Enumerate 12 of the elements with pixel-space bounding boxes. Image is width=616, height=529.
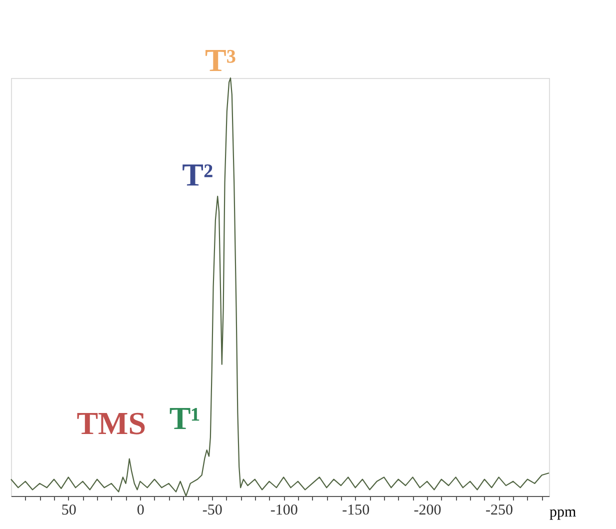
x-tick-label: -150	[342, 502, 370, 518]
x-tick-label: -50	[202, 502, 222, 518]
x-axis-title: ppm	[550, 504, 576, 520]
annotation: T²	[182, 156, 214, 192]
x-tick-label: 0	[136, 502, 144, 518]
annotation: T³	[205, 42, 236, 78]
annotation: T¹	[169, 400, 200, 436]
x-tick-label: -200	[414, 502, 442, 518]
annotation: TMS	[76, 404, 146, 441]
x-tick-label: -100	[270, 502, 298, 518]
x-tick-label: -250	[486, 502, 514, 518]
x-tick-label: 50	[61, 502, 76, 518]
